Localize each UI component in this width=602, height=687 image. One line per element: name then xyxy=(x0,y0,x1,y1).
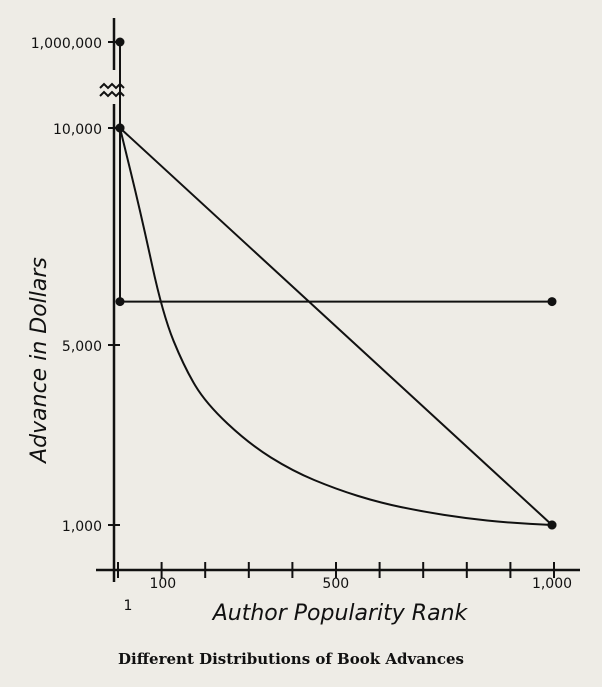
figure-caption: Different Distributions of Book Advances xyxy=(118,650,464,668)
axes xyxy=(96,18,580,582)
ticks: 1 100 500 1,000 1,000 5,000 10,000 1,000,000 xyxy=(31,36,572,614)
y-tick-label: 10,000 xyxy=(53,122,102,138)
y-tick-label: 1,000 xyxy=(62,519,102,535)
series-line-linear xyxy=(119,127,553,526)
data-point xyxy=(115,297,125,307)
x-tick-label: 100 xyxy=(149,576,176,592)
data-point xyxy=(547,297,557,307)
series xyxy=(115,37,557,530)
data-point xyxy=(115,37,125,47)
y-tick-label: 1,000,000 xyxy=(31,36,102,52)
x-axis-label: Author Popularity Rank xyxy=(211,601,469,626)
labels: Advance in Dollars Author Popularity Ran… xyxy=(27,257,469,626)
x-tick-label: 1,000 xyxy=(532,576,572,592)
chart: 1 100 500 1,000 1,000 5,000 10,000 1,000,000 Ad… xyxy=(27,18,580,626)
series-line-curve xyxy=(119,127,553,526)
x-tick-label: 500 xyxy=(322,576,349,592)
y-axis-label: Advance in Dollars xyxy=(27,257,52,465)
series-line-winner-take-all xyxy=(119,42,552,303)
x-tick-label: 1 xyxy=(124,598,133,614)
data-point xyxy=(115,123,125,133)
y-tick-label: 5,000 xyxy=(62,339,102,355)
data-point xyxy=(547,520,557,530)
